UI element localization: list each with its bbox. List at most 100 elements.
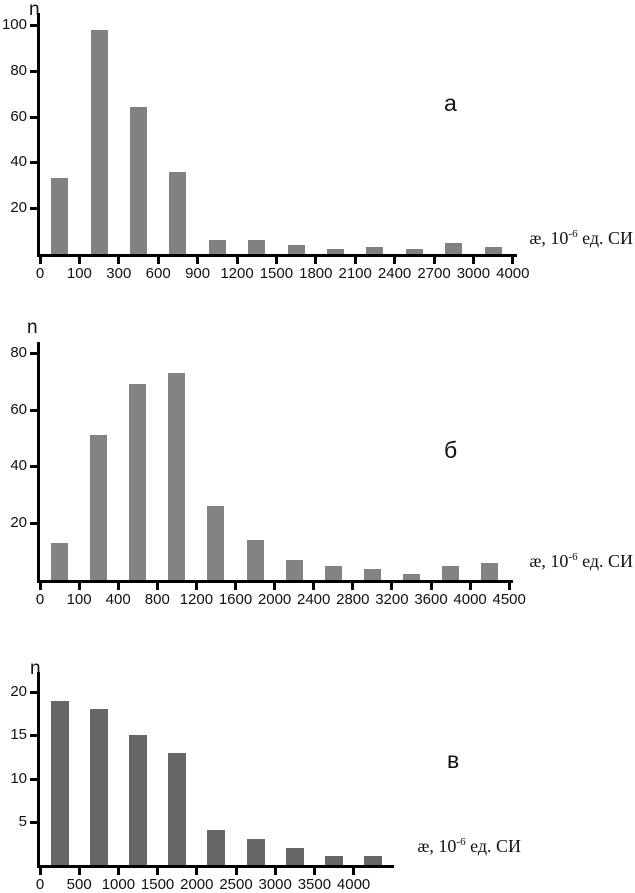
y-tick-label: 60 — [10, 107, 27, 125]
histogram-bar — [168, 373, 186, 580]
histogram-bar — [90, 30, 108, 254]
x-tick-mark — [195, 868, 199, 875]
x-tick-mark — [194, 583, 198, 590]
x-axis-unit-label-post: ед. СИ — [577, 228, 633, 248]
x-tick-mark — [116, 583, 120, 590]
x-tick-mark — [471, 257, 475, 264]
x-tick-label: 1500 — [259, 265, 294, 282]
histogram-bar — [327, 249, 344, 254]
x-tick-mark — [352, 868, 356, 875]
x-tick-label: 900 — [185, 265, 211, 282]
x-tick-mark — [77, 257, 81, 264]
x-tick-mark — [155, 583, 159, 590]
x-tick-mark — [38, 583, 42, 590]
x-axis-unit-label-pre: æ, 10 — [417, 836, 457, 856]
x-tick-label: 1600 — [218, 591, 253, 608]
histogram-bar — [129, 384, 147, 580]
y-tick-label: 100 — [1, 16, 27, 33]
x-tick-mark — [273, 868, 277, 875]
histogram-bar — [207, 830, 226, 865]
y-tick-mark — [30, 161, 37, 165]
x-tick-label: 2400 — [377, 265, 412, 282]
y-tick-label: 10 — [10, 769, 27, 787]
x-tick-mark — [468, 583, 472, 590]
histogram-bar — [325, 856, 343, 865]
histogram-bar — [246, 540, 264, 580]
y-axis-line — [37, 672, 40, 868]
histogram-bar — [442, 566, 460, 580]
y-tick-mark — [30, 691, 37, 694]
panel-letter: а — [444, 90, 457, 116]
histogram-bar — [324, 566, 342, 580]
x-tick-label: 1200 — [220, 265, 254, 282]
histogram-bar — [287, 245, 305, 254]
histogram-bar — [248, 240, 266, 254]
y-tick-mark — [30, 820, 37, 824]
x-tick-label: 2700 — [417, 265, 451, 282]
x-tick-label: 4000 — [496, 265, 530, 282]
histogram-bar — [484, 247, 502, 254]
y-axis-line — [37, 342, 40, 583]
x-tick-mark — [77, 583, 81, 590]
histogram-bar — [169, 172, 187, 254]
x-tick-mark — [507, 583, 511, 590]
histogram-bar — [246, 839, 265, 865]
x-tick-mark — [429, 583, 433, 590]
x-tick-label: 600 — [145, 265, 171, 282]
y-tick-label: 60 — [10, 400, 27, 418]
x-axis-unit-label: æ, 10-6 ед. СИ — [417, 836, 521, 856]
x-tick-mark — [116, 868, 120, 875]
x-tick-mark — [432, 257, 436, 264]
x-axis-unit-label-pre: æ, 10 — [529, 228, 569, 248]
x-tick-mark — [77, 868, 81, 875]
x-tick-mark — [353, 257, 357, 264]
x-tick-mark — [38, 257, 42, 264]
x-axis-unit-label-pre: æ, 10 — [529, 551, 569, 571]
histogram-bar — [129, 735, 147, 865]
x-tick-mark — [38, 868, 42, 875]
histogram-bar — [402, 574, 420, 580]
y-tick-label: 80 — [10, 343, 27, 361]
x-tick-label: 0 — [35, 876, 45, 893]
x-tick-label: 100 — [66, 591, 92, 608]
x-axis-line — [37, 580, 513, 583]
x-tick-mark — [351, 583, 355, 590]
x-tick-mark — [156, 868, 160, 875]
x-tick-label: 3000 — [456, 265, 491, 282]
y-axis-line — [37, 13, 40, 257]
x-tick-label: 300 — [106, 265, 132, 282]
panel-letter: в — [447, 747, 460, 773]
y-axis-title: n — [30, 658, 41, 679]
histogram-bar — [168, 753, 187, 865]
x-axis-unit-exponent: -6 — [568, 551, 578, 563]
y-tick-label: 20 — [10, 199, 27, 217]
x-tick-mark — [393, 257, 397, 264]
y-tick-mark — [30, 777, 37, 781]
x-tick-label: 1200 — [179, 591, 214, 608]
histogram-bar — [51, 543, 69, 580]
x-axis-unit-exponent: -6 — [456, 836, 466, 848]
x-tick-label: 4000 — [453, 591, 487, 608]
x-axis-unit-label-post: ед. СИ — [465, 836, 521, 856]
panel-letter: б — [444, 437, 458, 463]
x-tick-label: 2000 — [257, 591, 292, 608]
x-tick-mark — [196, 257, 200, 264]
y-tick-label: 5 — [18, 812, 27, 830]
y-axis-title: n — [27, 317, 38, 338]
x-tick-label: 2400 — [297, 591, 331, 608]
y-tick-label: 20 — [10, 514, 27, 532]
y-tick-mark — [30, 734, 37, 738]
histogram-bar — [285, 560, 303, 580]
y-tick-label: 20 — [10, 683, 27, 700]
x-tick-label: 0 — [35, 591, 45, 608]
histogram-bar — [207, 506, 225, 580]
x-tick-mark — [274, 257, 278, 264]
y-tick-label: 15 — [10, 726, 27, 744]
x-tick-label: 4000 — [336, 876, 371, 893]
histogram-bar — [208, 240, 226, 254]
histogram-bar — [89, 709, 108, 865]
histogram-bar — [363, 569, 381, 580]
histogram-bar — [481, 563, 499, 580]
x-tick-mark — [273, 583, 277, 590]
